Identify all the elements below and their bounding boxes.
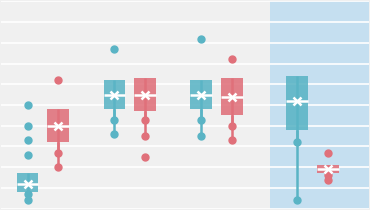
Bar [17, 173, 38, 192]
Bar [104, 80, 125, 109]
Bar [221, 78, 243, 115]
Bar [47, 109, 69, 142]
Bar [270, 1, 369, 209]
Bar [134, 78, 156, 111]
Bar [317, 165, 339, 173]
Bar [191, 80, 212, 109]
Bar [286, 76, 308, 130]
